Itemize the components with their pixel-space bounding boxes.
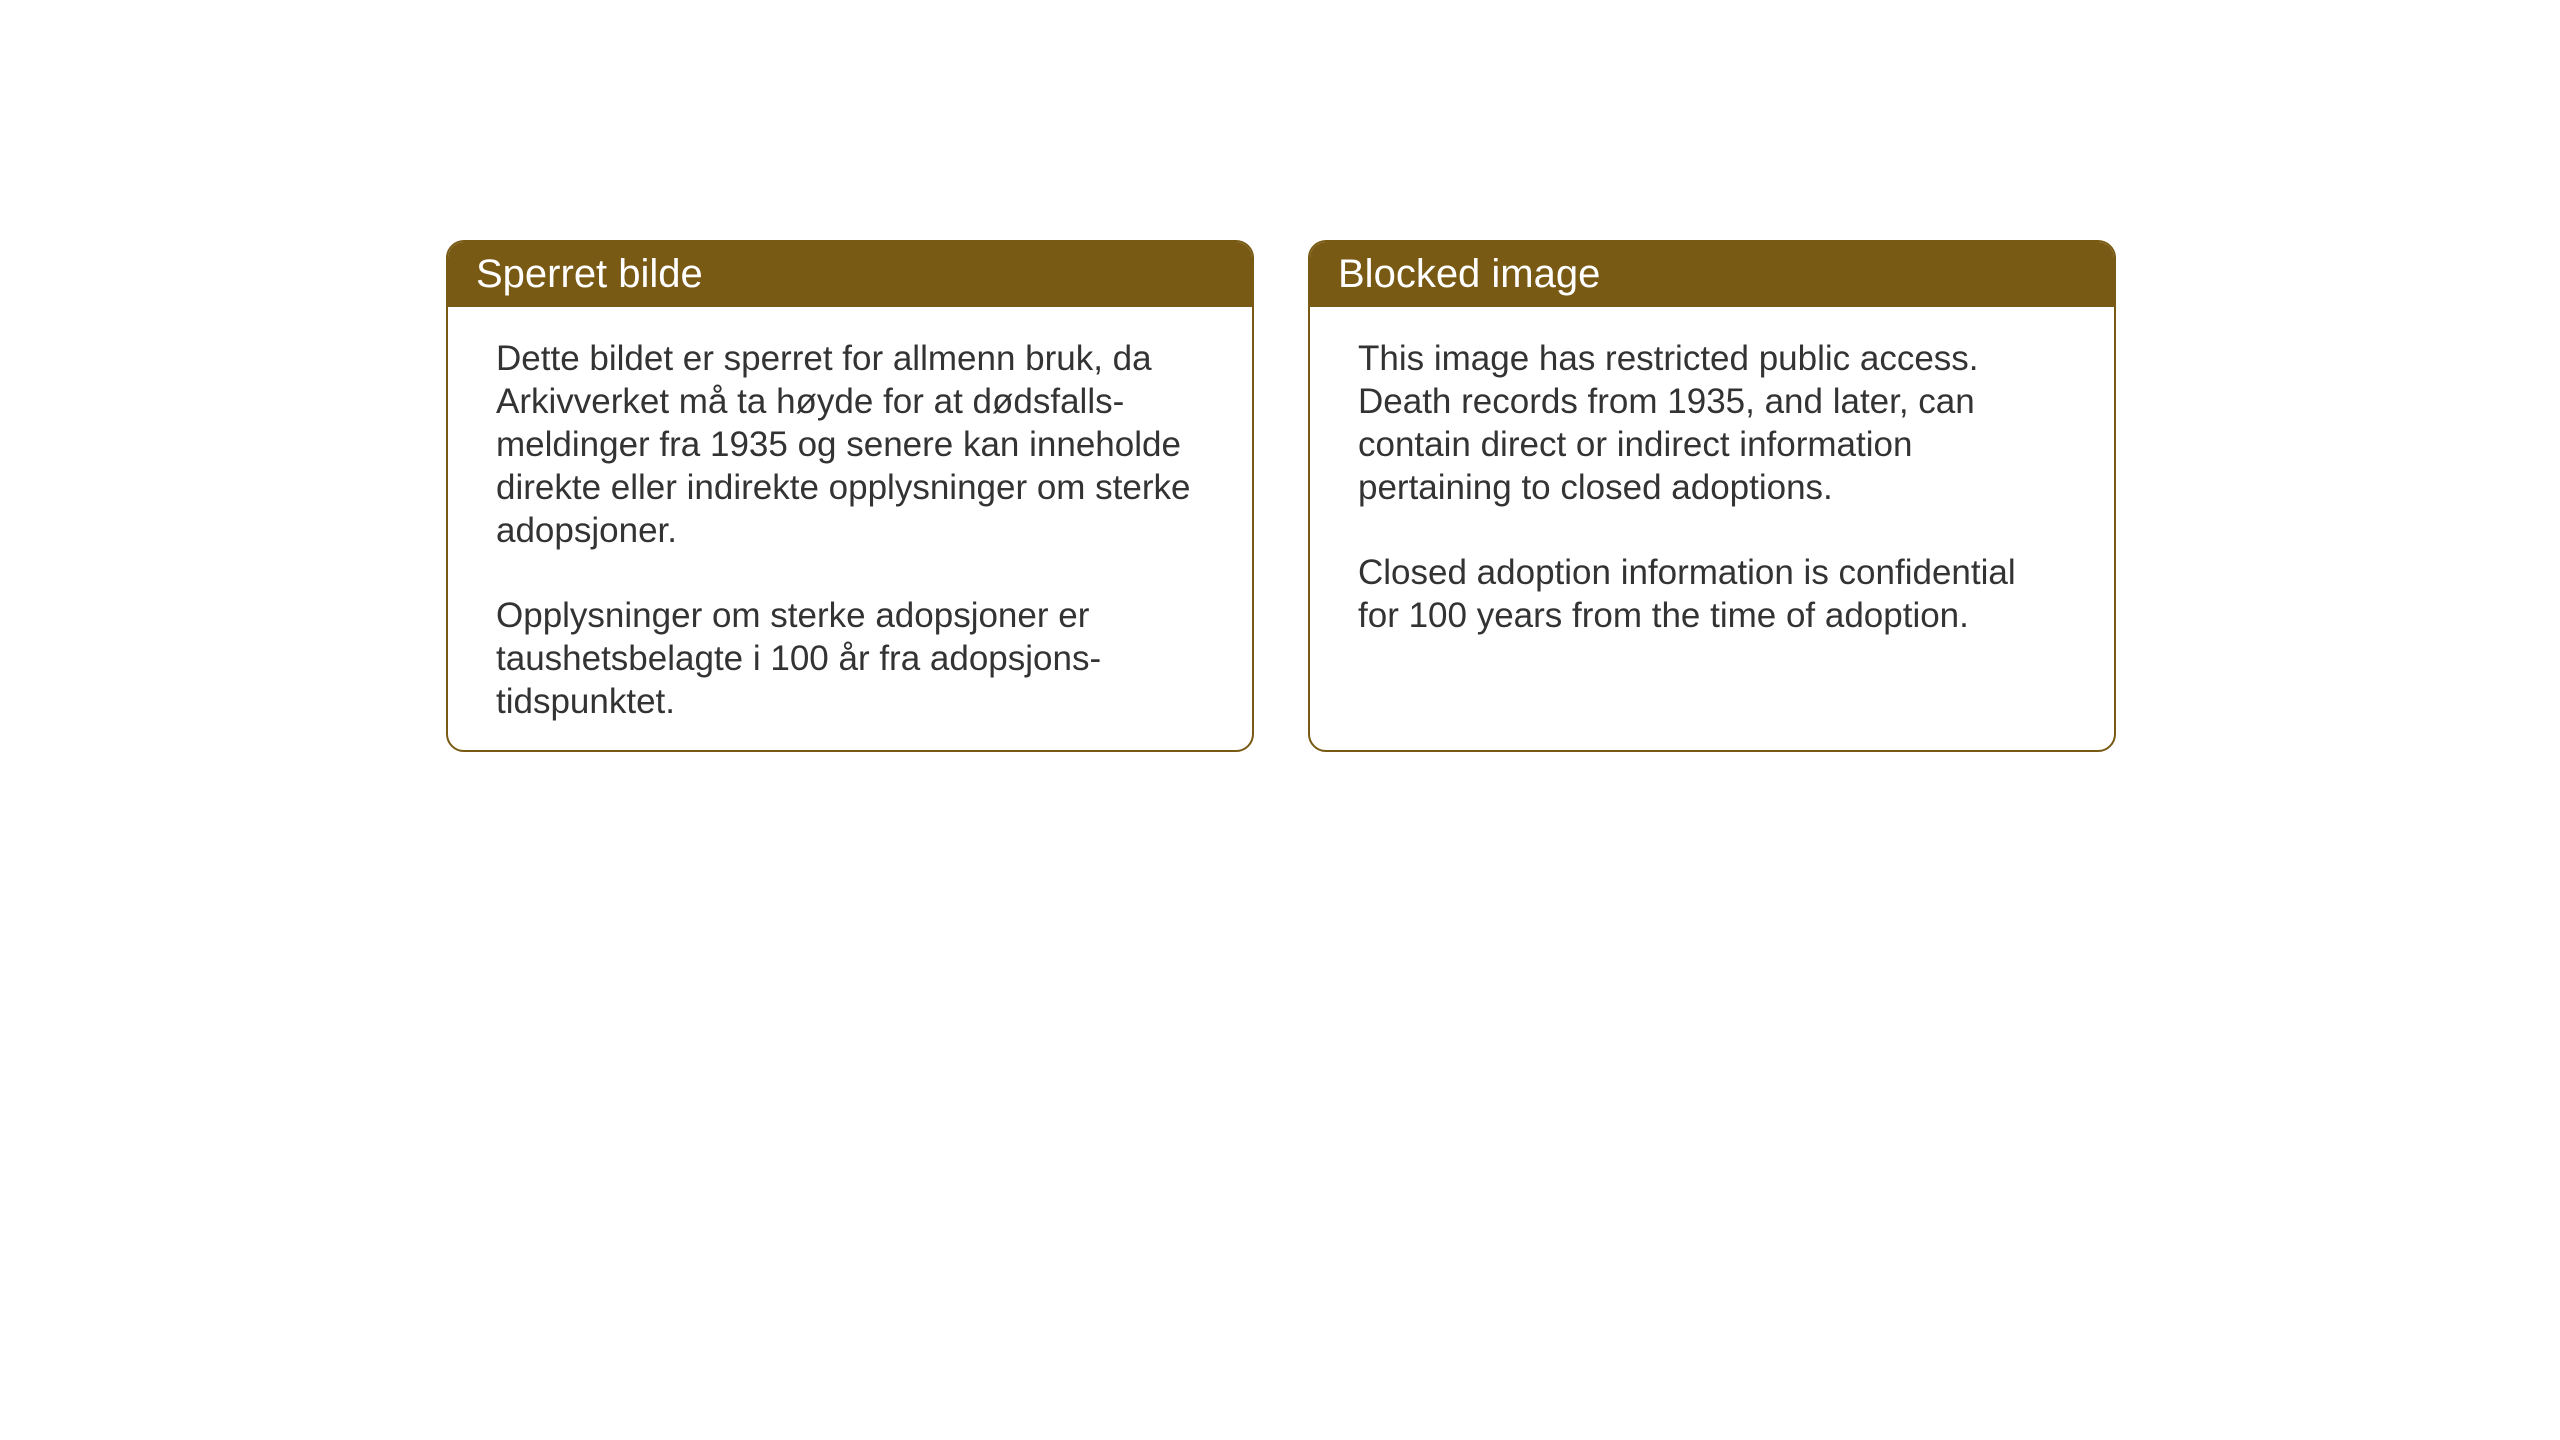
norwegian-card-body: Dette bildet er sperret for allmenn bruk… bbox=[448, 307, 1252, 752]
norwegian-card-title: Sperret bilde bbox=[476, 252, 703, 296]
english-card-title: Blocked image bbox=[1338, 252, 1600, 296]
english-card-body: This image has restricted public access.… bbox=[1310, 307, 2114, 677]
english-notice-card: Blocked image This image has restricted … bbox=[1308, 240, 2116, 752]
norwegian-notice-card: Sperret bilde Dette bildet er sperret fo… bbox=[446, 240, 1254, 752]
english-card-header: Blocked image bbox=[1310, 242, 2114, 307]
notice-cards-container: Sperret bilde Dette bildet er sperret fo… bbox=[446, 240, 2116, 752]
english-paragraph-2: Closed adoption information is confident… bbox=[1358, 551, 2066, 637]
norwegian-paragraph-1: Dette bildet er sperret for allmenn bruk… bbox=[496, 337, 1204, 552]
norwegian-paragraph-2: Opplysninger om sterke adopsjoner er tau… bbox=[496, 594, 1204, 723]
english-paragraph-1: This image has restricted public access.… bbox=[1358, 337, 2066, 509]
norwegian-card-header: Sperret bilde bbox=[448, 242, 1252, 307]
